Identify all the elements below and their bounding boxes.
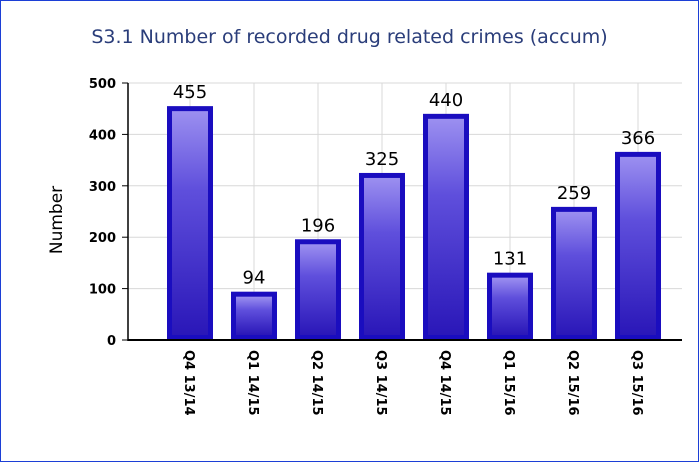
bar-highlight [620,156,656,335]
y-tick-label: 400 [89,128,116,143]
bar-highlight [172,111,208,335]
bar-highlight [236,296,272,335]
y-tick-label: 500 [89,77,116,92]
bars: 455 94 196 325 440 131 259 366 [167,82,661,340]
axes: 0 100 200 300 400 500 Q4 13/14 Q1 14/15 Q2 14/15… [89,77,682,416]
x-tick-label: Q1 14/15 [245,350,260,416]
bar-value-label: 455 [173,82,207,103]
bar-value-label: 325 [365,149,399,170]
y-tick-label: 200 [89,231,116,246]
y-tick-label: 100 [89,283,116,298]
x-tick-label: Q2 15/16 [565,350,580,416]
x-tick-label: Q4 14/15 [437,350,452,416]
y-axis-label: Number [47,186,67,254]
chart-title: S3.1 Number of recorded drug related cri… [91,26,608,48]
x-tick-label: Q4 13/14 [181,350,196,416]
x-tick-label: Q2 14/15 [309,350,324,416]
bar-highlight [300,244,336,335]
x-tick-label: Q3 15/16 [629,350,644,416]
x-tick-label: Q1 15/16 [501,350,516,416]
bar-value-label: 131 [493,249,527,270]
bar-highlight [492,277,528,335]
bar-highlight [428,118,464,335]
y-tick-label: 0 [107,334,116,349]
x-tick-label: Q3 14/15 [373,350,388,416]
bar-value-label: 94 [243,268,266,289]
bar-value-label: 259 [557,183,591,204]
bar-highlight [364,177,400,335]
y-tick-label: 300 [89,180,116,195]
bar-value-label: 440 [429,90,463,111]
bar-value-label: 196 [301,215,335,236]
bar-highlight [556,211,592,335]
bar-value-label: 366 [621,128,655,149]
